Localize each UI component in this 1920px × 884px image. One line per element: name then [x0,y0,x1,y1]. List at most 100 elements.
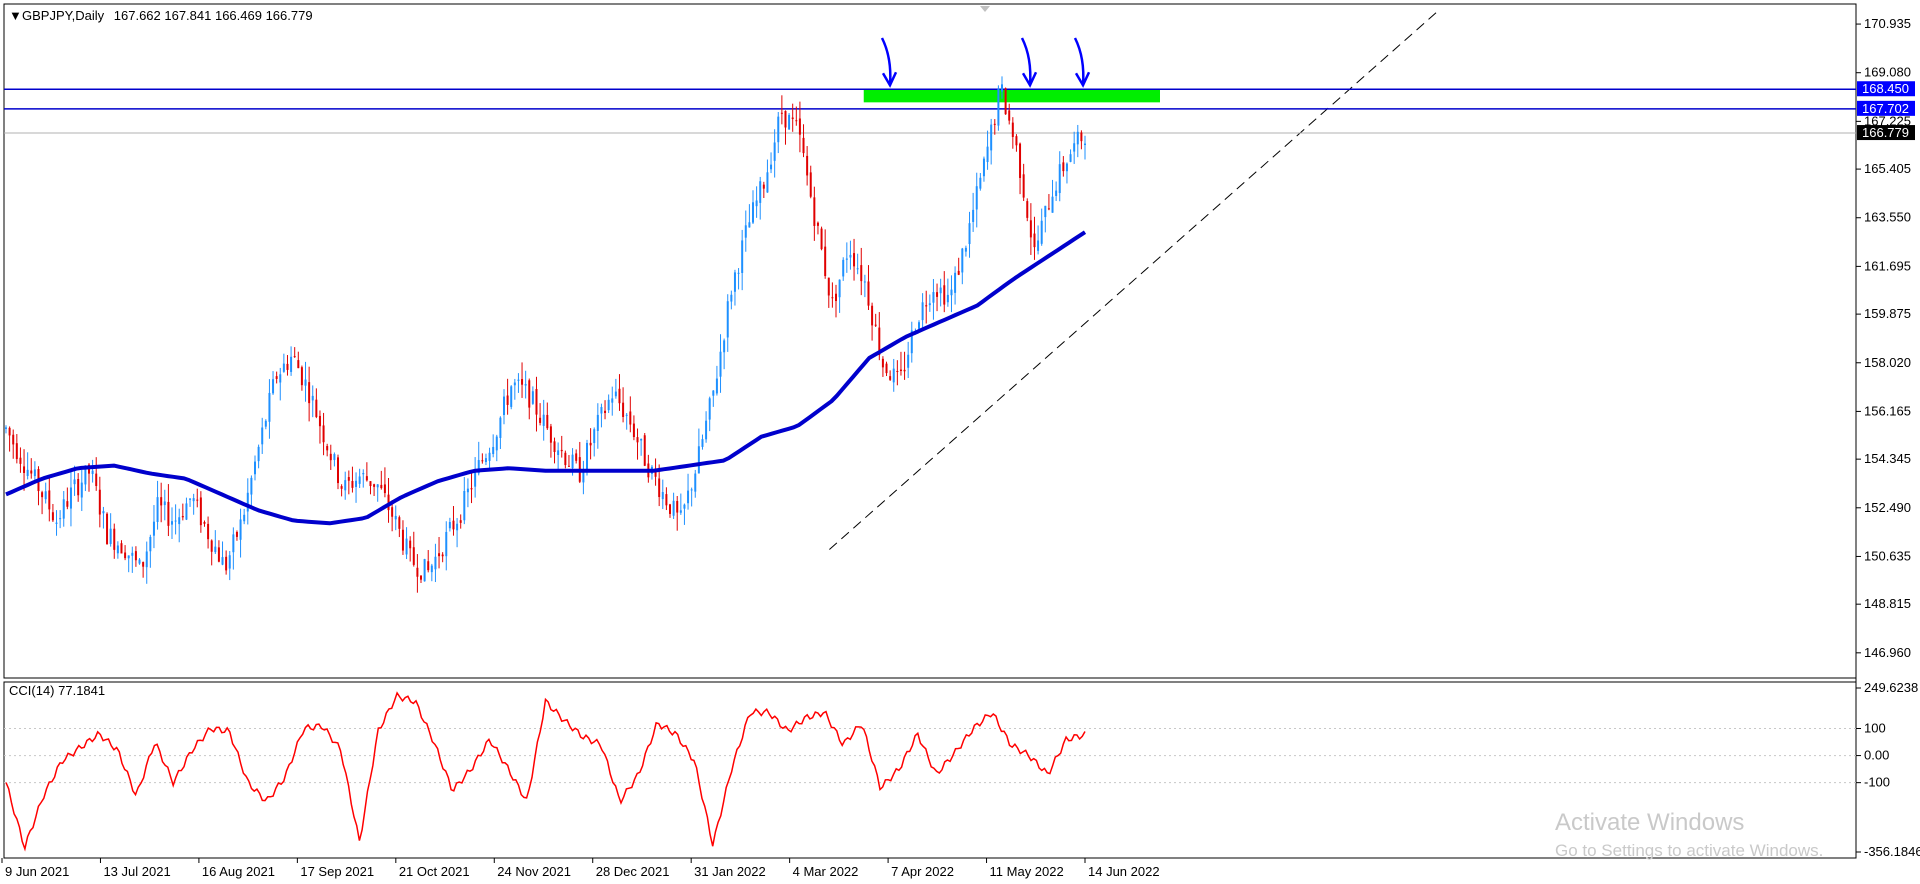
candle-body [925,305,928,307]
candle-body [726,301,729,338]
candle-body [856,268,859,270]
candle-body [300,367,303,386]
candle-body [405,538,408,555]
horizontal-levels-layer[interactable] [4,88,1856,134]
time-axis[interactable]: 9 Jun 2021 13 Jul 2021 16 Aug 2021 17 Sep 2… [1,858,1160,879]
candle-body [355,480,358,487]
candle-body [1084,143,1086,145]
chart-header-triangle[interactable]: ▼ [9,8,22,23]
candle-body [484,458,487,463]
candle-body [19,457,22,464]
candle-body [481,460,484,462]
candle-body [225,556,228,571]
candle-body [679,510,682,513]
candle-body [488,452,491,461]
candle-body [62,499,65,519]
candle-body [798,118,801,135]
candle-body [196,499,199,501]
candle-body [918,322,920,329]
candle-body [337,457,339,484]
candle-body [69,487,72,509]
candle-body [138,559,141,564]
candle-body [438,553,441,557]
candle-body [589,442,592,446]
candle-body [351,481,354,488]
candle-body [59,518,62,520]
candle-body [1029,220,1032,238]
candle-body [362,473,365,475]
candle-body [210,540,213,552]
candle-body [582,471,585,483]
candle-body [181,516,184,518]
candle-body [257,446,260,462]
candle-body [84,465,87,485]
trendline-layer[interactable] [829,8,1441,550]
arrow-head-1 [881,71,898,88]
candle-body [889,376,892,380]
arrow-head-2 [1021,71,1038,88]
candle-body [134,551,137,561]
price-axis-label: 167.225 [1864,113,1911,128]
candle-body [654,468,657,477]
price-axis-label: 152.490 [1864,500,1911,515]
candle-body [535,388,538,415]
arrow-shaft-2 [1020,37,1032,86]
price-tag-label: 167.702 [1862,101,1909,116]
candle-body [802,137,805,154]
candle-body [452,520,455,530]
candle-body [513,382,516,386]
candle-body [975,186,978,210]
price-axis-label: 146.960 [1864,645,1911,660]
candle-body [51,512,54,521]
candle-body [705,420,708,440]
candle-body [766,172,769,193]
chart-shift-marker[interactable] [980,6,990,12]
price-axis[interactable]: 170.935 169.080 167.225 165.405 163.550 161.6… [1856,16,1915,660]
time-axis-label: 21 Oct 2021 [399,864,470,879]
resistance-zone [863,89,1160,103]
candle-body [607,399,610,411]
candle-body [813,197,816,226]
candle-body [618,388,621,404]
cci-layer [4,691,1856,852]
candle-body [701,439,704,447]
price-axis-label: 158.020 [1864,355,1911,370]
candle-body [881,358,884,368]
candle-body [730,294,733,302]
candle-body [892,368,895,383]
candle-body [943,285,946,305]
candle-body [683,504,686,509]
candle-body [235,532,238,537]
candle-body [178,517,181,525]
candle-body [254,461,256,475]
candle-body [596,414,599,431]
candle-body [853,253,856,267]
price-axis-label: 170.935 [1864,16,1911,31]
candle-body [124,552,127,559]
candle-body [221,557,224,565]
candle-body [430,565,433,573]
time-axis-label: 11 May 2022 [990,864,1064,879]
price-tag-label: 166.779 [1862,125,1909,140]
candle-body [946,294,949,303]
candle-body [658,478,661,498]
price-axis-label: 156.165 [1864,403,1911,418]
candle-body [560,449,563,452]
time-axis-label: 16 Aug 2021 [202,864,275,879]
candle-body [831,297,834,299]
candle-body [423,559,426,582]
candle-body [127,555,130,559]
candle-body [762,184,765,189]
candle-body [293,356,296,358]
candle-body [1062,162,1065,172]
price-axis-label: 169.080 [1864,65,1911,80]
candle-body [1001,84,1003,92]
price-pane[interactable] [3,3,1857,679]
candle-body [214,546,217,553]
candle-body [48,490,51,510]
cci-pane[interactable] [3,681,1857,859]
candle-body [171,521,173,525]
candle-body [1073,143,1076,152]
candle-body [1019,143,1022,178]
